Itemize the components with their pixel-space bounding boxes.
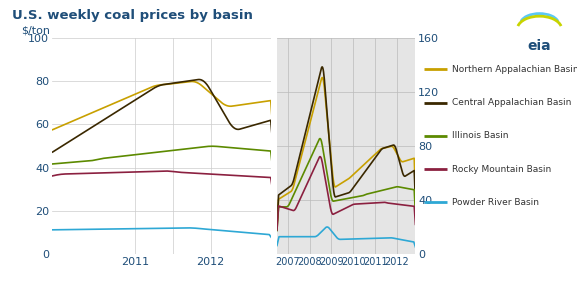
Text: Illinois Basin: Illinois Basin xyxy=(452,131,508,140)
Text: Central Appalachian Basin: Central Appalachian Basin xyxy=(452,98,571,107)
Text: $/ton: $/ton xyxy=(21,25,50,35)
Text: U.S. weekly coal prices by basin: U.S. weekly coal prices by basin xyxy=(12,9,252,22)
Text: Rocky Mountain Basin: Rocky Mountain Basin xyxy=(452,164,551,174)
Text: Powder River Basin: Powder River Basin xyxy=(452,198,539,207)
Text: eia: eia xyxy=(528,39,551,53)
Text: Northern Appalachian Basin: Northern Appalachian Basin xyxy=(452,65,577,74)
